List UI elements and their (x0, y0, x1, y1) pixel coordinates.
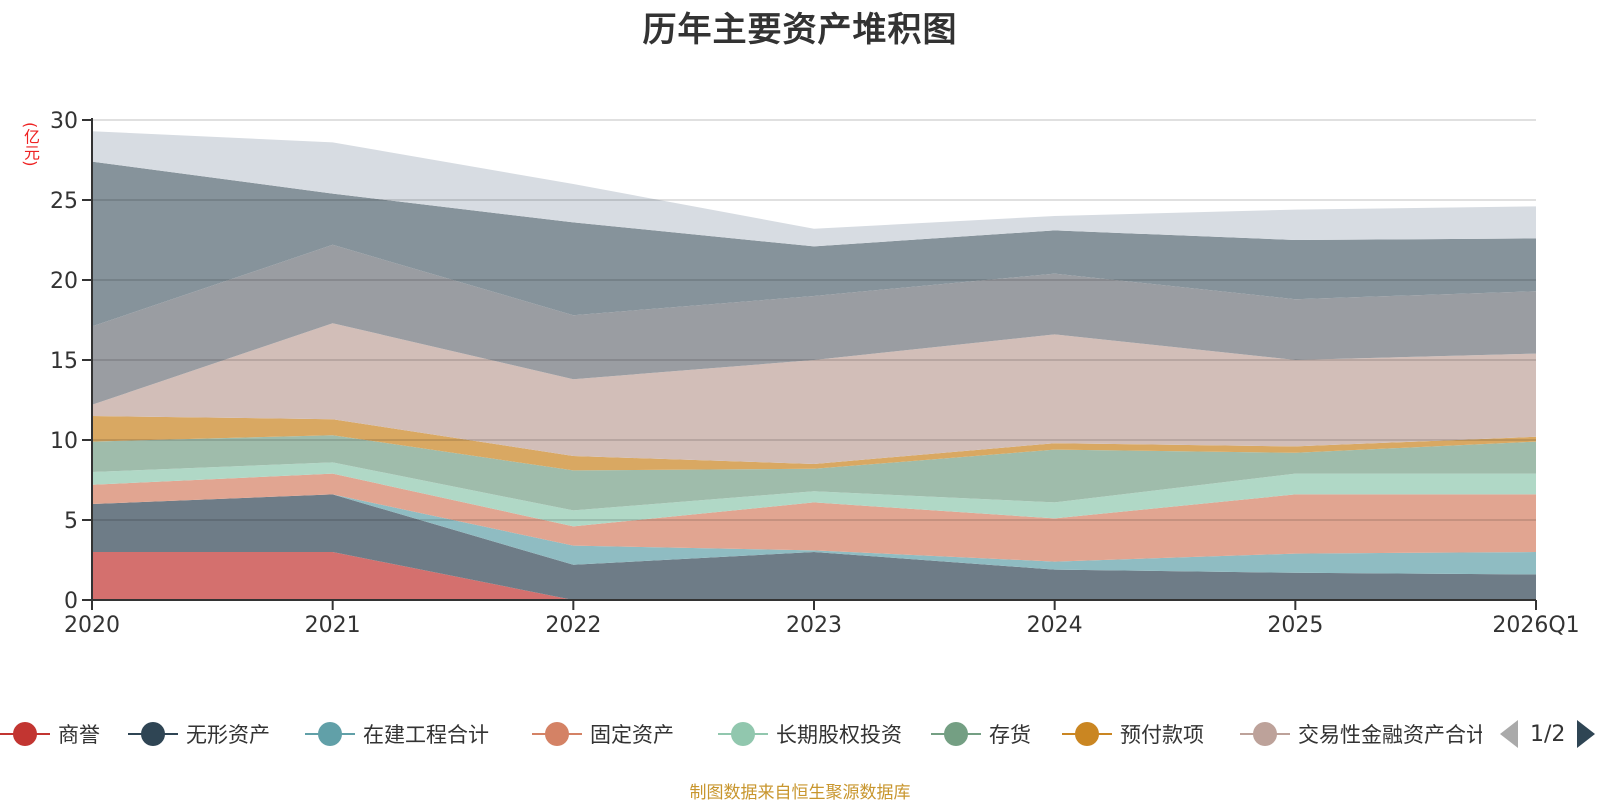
y-tick-label: 30 (50, 109, 78, 134)
legend-label: 固定资产 (590, 723, 674, 747)
area-series-2 (92, 494, 1536, 575)
x-tick-label: 2021 (305, 613, 361, 638)
legend-label: 交易性金融资产合计 (1298, 723, 1482, 747)
legend-item[interactable]: 预付款项 (1062, 712, 1204, 756)
legend-item[interactable]: 商誉 (0, 712, 100, 756)
y-tick-label: 25 (50, 189, 78, 214)
legend-marker-icon (1062, 722, 1112, 746)
legend-marker-icon (128, 722, 178, 746)
legend-marker-icon (305, 722, 355, 746)
x-tick-label: 2024 (1027, 613, 1083, 638)
x-tick-label: 2020 (64, 613, 120, 638)
area-series-4 (92, 462, 1536, 527)
area-series-8 (92, 244, 1536, 405)
area-series-10 (92, 131, 1536, 247)
legend-item[interactable]: 在建工程合计 (305, 712, 489, 756)
area-series-0 (92, 552, 1536, 600)
y-tick-label: 15 (50, 349, 78, 374)
legend-prev-page-icon[interactable] (1500, 720, 1518, 748)
area-series-6 (92, 416, 1536, 471)
area-series-1 (92, 494, 1536, 600)
area-series-9 (92, 161, 1536, 327)
legend: 商誉 无形资产 在建工程合计 固定资产 长期股权投资 存货 预付款项 交易性金融资产合计 (0, 712, 1600, 756)
x-tick-label: 2026Q1 (1492, 613, 1579, 638)
area-series-5 (92, 435, 1536, 511)
legend-marker-icon (718, 722, 768, 746)
y-tick-label: 20 (50, 269, 78, 294)
legend-marker-icon (1240, 722, 1290, 746)
legend-marker-icon (0, 722, 50, 746)
legend-item[interactable]: 交易性金融资产合计 (1240, 712, 1482, 756)
legend-label: 预付款项 (1120, 723, 1204, 747)
legend-marker-icon (931, 722, 981, 746)
legend-page-number: 1/2 (1530, 721, 1566, 747)
x-tick-label: 2023 (786, 613, 842, 638)
y-axis-unit-label: (亿元) (21, 122, 40, 167)
legend-label: 商誉 (58, 723, 100, 747)
y-tick-label: 5 (64, 509, 78, 534)
y-tick-label: 10 (50, 429, 78, 454)
area-series-3 (92, 473, 1536, 562)
legend-marker-icon (532, 722, 582, 746)
legend-pager: 1/2 (1500, 714, 1596, 754)
legend-item[interactable]: 无形资产 (128, 712, 270, 756)
legend-item[interactable]: 长期股权投资 (718, 712, 902, 756)
legend-item[interactable]: 固定资产 (532, 712, 674, 756)
chart-title: 历年主要资产堆积图 (642, 10, 958, 50)
legend-item[interactable]: 存货 (931, 712, 1031, 756)
x-tick-label: 2022 (545, 613, 601, 638)
area-series (92, 131, 1536, 600)
area-series-7 (92, 323, 1536, 464)
data-source-note: 制图数据来自恒生聚源数据库 (689, 783, 911, 803)
legend-label: 存货 (989, 723, 1031, 747)
y-tick-label: 0 (64, 589, 78, 614)
legend-label: 在建工程合计 (363, 723, 489, 747)
x-tick-label: 2025 (1267, 613, 1323, 638)
legend-label: 无形资产 (186, 723, 270, 747)
legend-label: 长期股权投资 (776, 723, 902, 747)
legend-next-page-icon[interactable] (1577, 720, 1596, 748)
